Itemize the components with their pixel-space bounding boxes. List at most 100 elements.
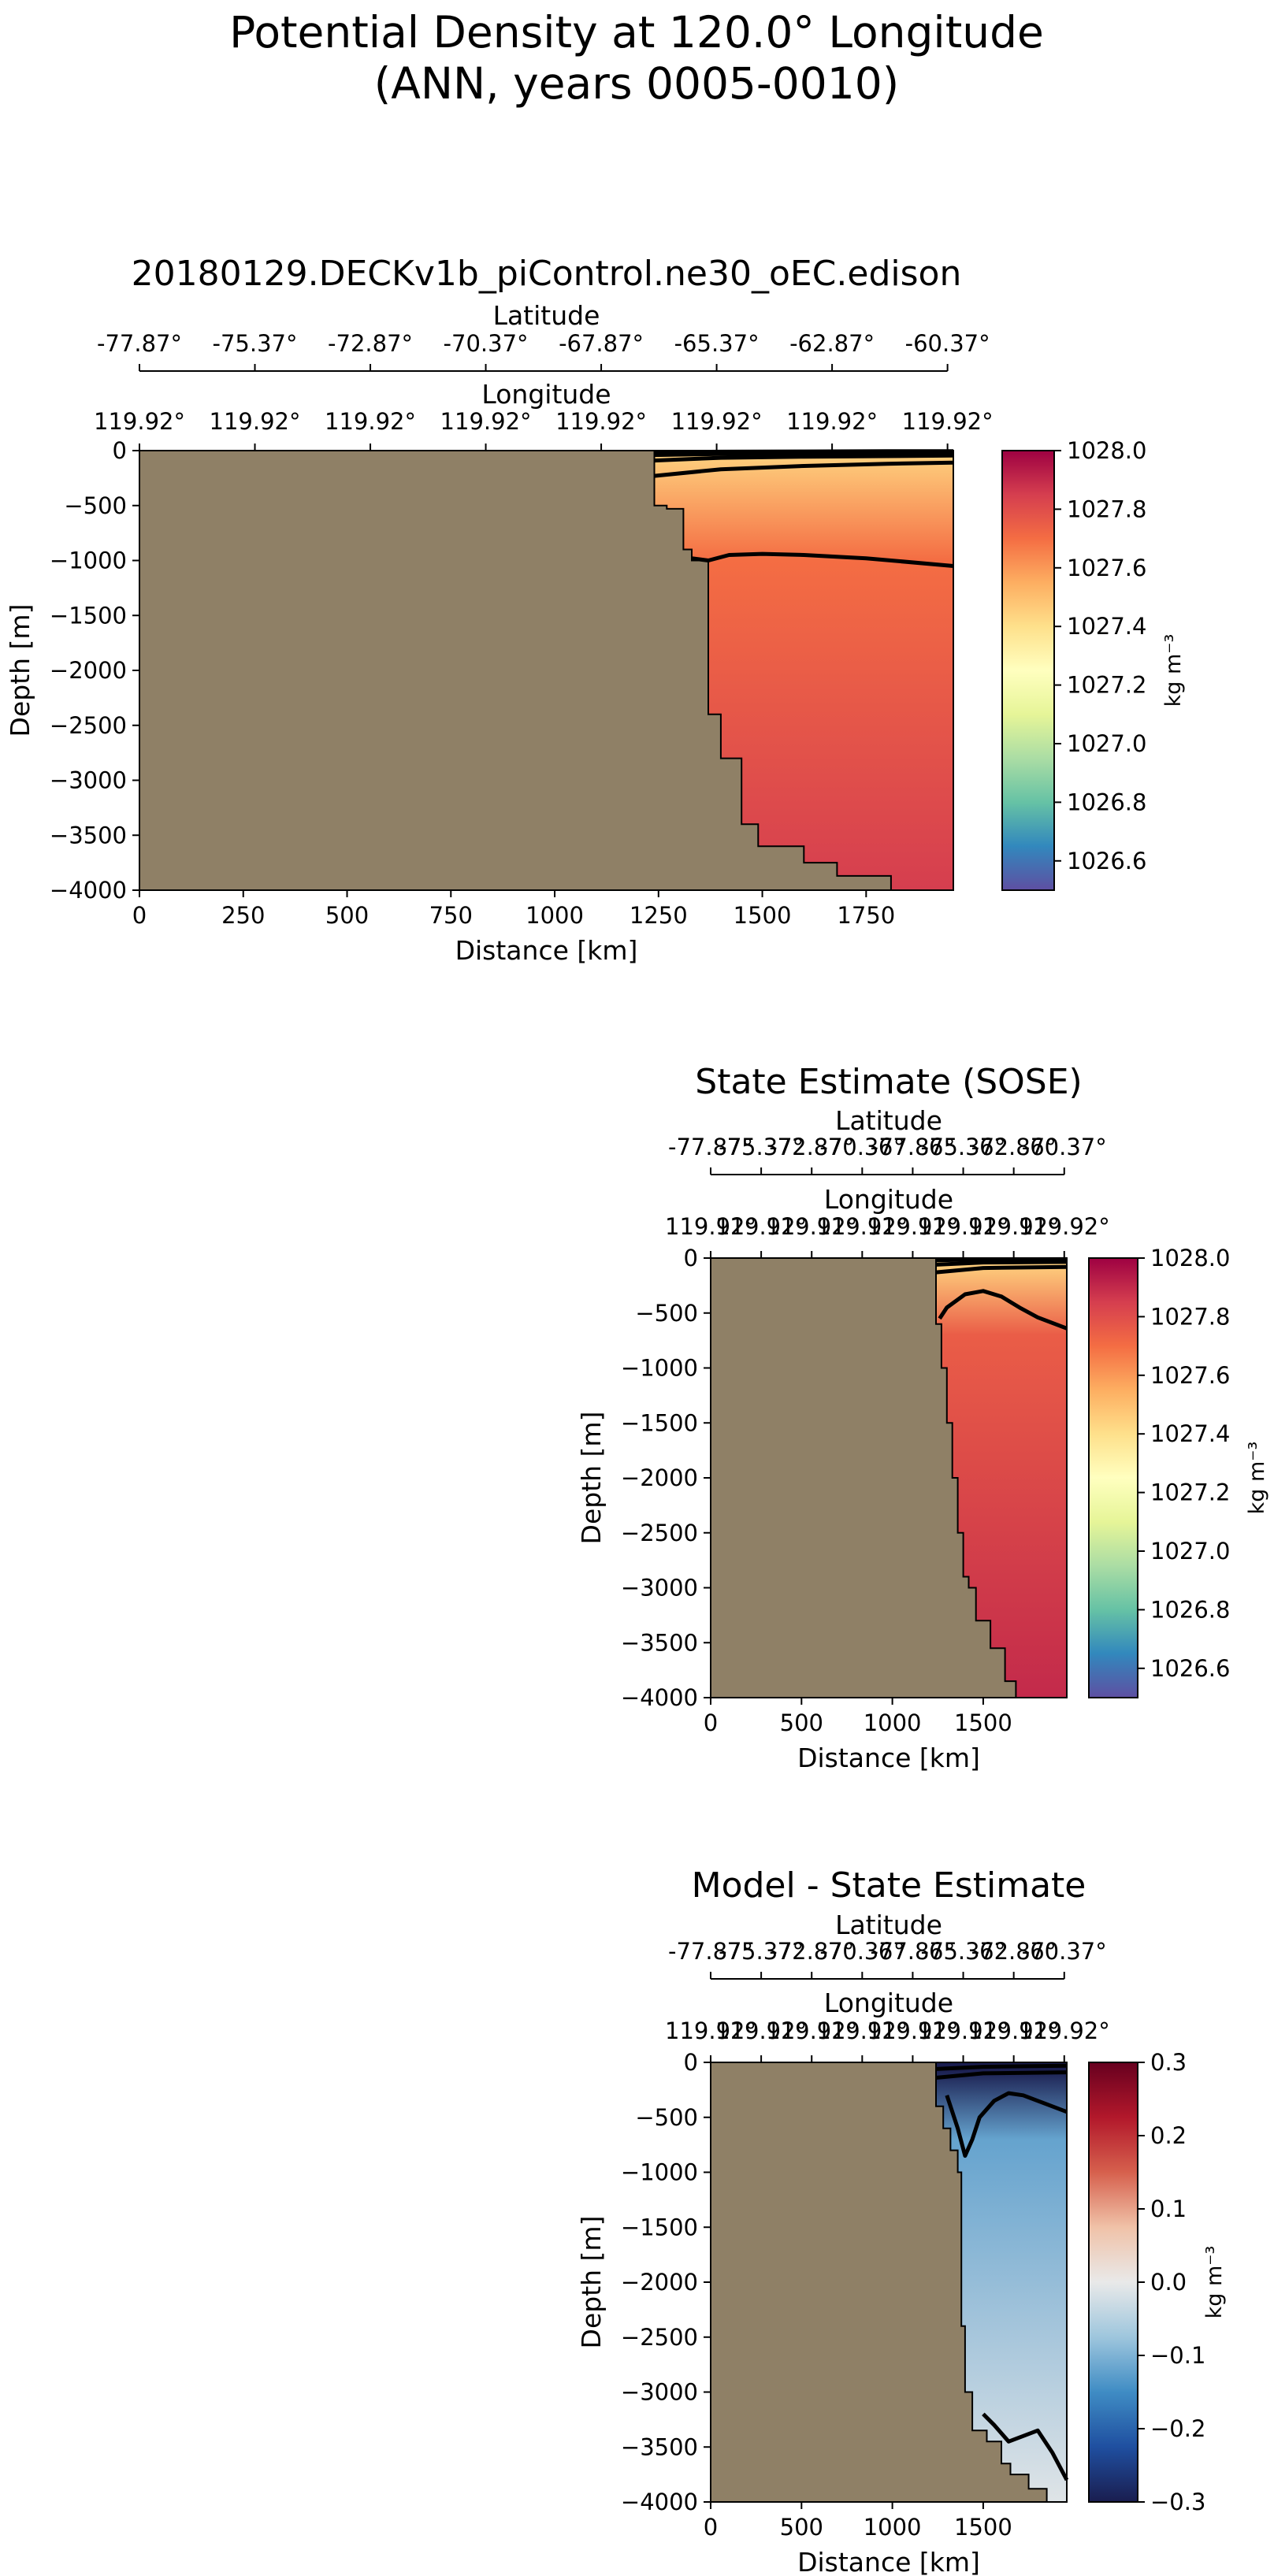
latitude-tick-label: -60.37° [1022,1938,1107,1965]
bathymetry-line [935,1258,1017,1698]
y-tick-label: 0 [684,1245,698,1271]
longitude-tick-label: 119.92° [816,1213,908,1240]
contour-line [691,551,954,568]
longitude-tick-label: 119.92° [918,2017,1009,2044]
y-tick-label: −3500 [621,2433,698,2460]
latitude-tick-label: -62.87° [789,330,875,357]
colorbar-tick-label: 0.2 [1150,2122,1187,2149]
longitude-tick-label: 119.92° [918,1213,1009,1240]
x-tick-label: 0 [704,1709,718,1736]
colorbar-tick-label: 1027.2 [1150,1479,1230,1506]
figure-title-line2: (ANN, years 0005-0010) [374,58,899,109]
y-tick-label: 0 [684,2049,698,2076]
x-tick-label: 500 [780,2514,823,2541]
panel-title: State Estimate (SOSE) [695,1062,1082,1102]
longitude-tick-label: 119.92° [440,408,532,435]
land-mask [711,1258,1016,1698]
y-tick-label: −3500 [50,822,127,848]
contour-line [938,1289,1068,1331]
y-tick-label: −2000 [50,657,127,684]
colorbar-tick-label: 1027.6 [1067,555,1146,581]
contour-line [945,2091,1068,2158]
longitude-tick-label: 119.92° [665,2017,756,2044]
latitude-tick-label: -75.37° [719,1134,804,1160]
y-tick-label: −500 [635,2104,698,2131]
bias-panel: Model - State Estimate 0 500 1000 1500 Distan… [576,1865,1227,2576]
colorbar-tick-label: 1027.4 [1067,613,1146,640]
longitude-tick-label: 119.92° [325,408,416,435]
latitude-tick-label: -77.87° [97,330,182,357]
x-axis-label: Distance [km] [797,1743,980,1773]
latitude-tick-label: -60.37° [1022,1134,1107,1160]
y-tick-label: −500 [64,492,127,519]
latitude-tick-label: -65.37° [921,1938,1006,1965]
colorbar-tick-label: 0.3 [1150,2049,1187,2076]
bathymetry-line [653,451,892,890]
y-tick-label: −1000 [50,547,127,574]
latitude-tick-label: -77.87° [668,1938,753,1965]
longitude-tick-label: 119.92° [715,2017,807,2044]
longitude-tick-label: 119.92° [786,408,878,435]
x-tick-label: 0 [704,2514,718,2541]
y-tick-label: −1500 [50,602,127,629]
longitude-tick-label: 119.92° [902,408,994,435]
y-tick-label: −4000 [621,2489,698,2515]
x-axis-label: Distance [km] [797,2547,980,2576]
panel-title: 20180129.DECKv1b_piControl.ne30_oEC.edis… [132,254,962,294]
y-tick-label: −2000 [621,1464,698,1491]
longitude-tick-label: 119.92° [766,2017,857,2044]
y-axis-label: Depth [m] [5,604,35,737]
panel-title: Model - State Estimate [692,1865,1086,1906]
colorbar-tick-label: 0.0 [1150,2269,1187,2296]
y-tick-label: −4000 [50,877,127,904]
sose-panel: State Estimate (SOSE) 0 500 1000 1500 Distanc… [576,1062,1269,1773]
longitude-tick-label: 119.92° [94,408,185,435]
latitude-tick-label: -72.87° [769,1938,854,1965]
y-tick-label: −3000 [621,2379,698,2406]
colorbar-tick-label: −0.3 [1150,2489,1205,2515]
x-tick-label: 1500 [734,902,792,929]
y-axis-label: Depth [m] [576,1412,607,1545]
contour-line [935,2063,1068,2071]
latitude-tick-label: -65.37° [674,330,760,357]
colorbar-tick-label: 1026.6 [1150,1655,1230,1682]
latitude-tick-label: -62.87° [971,1938,1057,1965]
y-tick-label: −1000 [621,2159,698,2186]
colorbar-tick-label: −0.2 [1150,2415,1205,2442]
longitude-tick-label: 119.92° [968,2017,1060,2044]
contour-line [654,453,954,463]
y-tick-label: −2000 [621,2269,698,2296]
latitude-tick-label: -60.37° [905,330,990,357]
colorbar-tick-label: 1027.8 [1067,496,1146,522]
longitude-tick-label: 119.92° [867,1213,958,1240]
colorbar-tick-label: 1027.8 [1150,1303,1230,1330]
longitude-tick-label: 119.92° [671,408,763,435]
longitude-tick-label: 119.92° [867,2017,958,2044]
colorbar-tick-label: 1027.0 [1150,1538,1230,1565]
latitude-tick-label: -67.87° [559,330,644,357]
contour-line [982,2412,1069,2481]
colorbar-tick-label: 1027.6 [1150,1362,1230,1389]
latitude-axis-label: Latitude [835,1105,942,1136]
x-tick-label: 500 [325,902,369,929]
y-tick-label: −1500 [621,1409,698,1436]
x-axis-label: Distance [km] [455,935,638,966]
colorbar-tick-label: 1027.0 [1067,730,1146,757]
latitude-tick-label: -65.37° [921,1134,1006,1160]
latitude-tick-label: -62.87° [971,1134,1057,1160]
colorbar [1088,1257,1138,1698]
longitude-tick-label: 119.92° [555,408,647,435]
latitude-tick-label: -70.37° [444,330,529,357]
contour-line [935,1260,1068,1267]
x-tick-label: 750 [429,902,473,929]
colorbar-tick-label: 1028.0 [1150,1245,1230,1271]
y-tick-label: −4000 [621,1684,698,1711]
latitude-tick-label: -67.87° [870,1938,955,1965]
longitude-tick-label: 119.92° [1019,2017,1110,2044]
contour-line [935,1256,1068,1263]
x-tick-label: 0 [132,902,147,929]
colorbar-tick-label: 1026.6 [1067,848,1146,874]
colorbar-tick-label: 1026.8 [1150,1596,1230,1623]
colorbar [1001,450,1055,891]
y-tick-label: −1500 [621,2214,698,2240]
